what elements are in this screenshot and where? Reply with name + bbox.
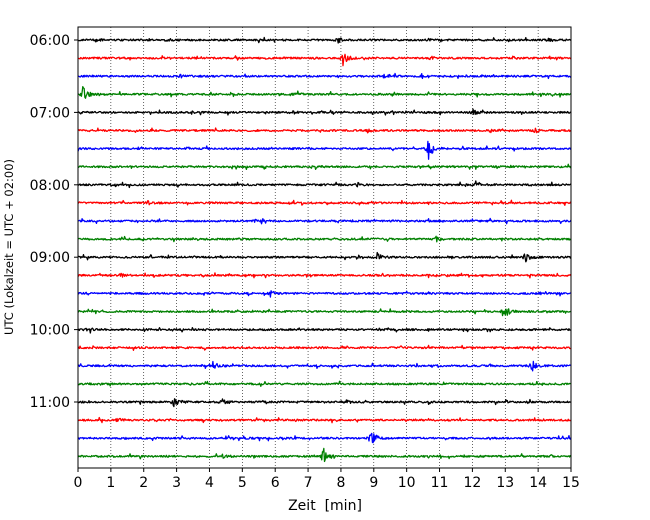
trace-row-12 [77,251,572,263]
trace-row-15 [77,308,572,317]
x-tick-label: 6 [271,475,280,491]
y-tick-label: 09:00 [30,250,70,266]
trace-row-14 [77,290,572,298]
trace-row-23 [77,447,572,463]
x-tick-label: 10 [398,475,416,491]
trace-row-18 [77,360,572,372]
y-axis-ticks: 06:00 07:00 08:00 09:00 10:00 11:00 [30,33,78,411]
trace-group [77,36,572,463]
trace-row-11 [77,235,572,243]
trace-row-17 [77,344,572,352]
x-tick-label: 12 [463,475,481,491]
trace-row-4 [77,108,572,116]
x-tick-label: 15 [562,475,580,491]
y-tick-label: 08:00 [30,178,70,194]
trace-row-7 [77,163,572,171]
x-tick-label: 8 [336,475,345,491]
x-axis-ticks: 0 1 2 3 4 5 6 7 8 9 10 11 12 13 14 15 [74,468,580,491]
y-tick-label: 10:00 [30,323,70,339]
trace-row-1 [77,53,572,67]
x-tick-label: 1 [106,475,115,491]
trace-row-19 [77,380,572,387]
trace-row-5 [77,127,572,134]
trace-row-6 [77,140,572,160]
x-tick-label: 4 [205,475,214,491]
trace-row-0 [77,36,572,44]
trace-row-22 [77,432,572,444]
x-tick-label: 2 [139,475,148,491]
trace-row-16 [77,326,572,334]
x-tick-label: 5 [238,475,247,491]
y-tick-label: 11:00 [30,395,70,411]
trace-row-21 [77,416,572,424]
x-tick-label: 0 [74,475,83,491]
trace-row-3 [77,86,572,99]
trace-row-20 [77,398,572,408]
x-tick-label: 7 [304,475,313,491]
trace-row-13 [77,272,572,279]
y-tick-label: 07:00 [30,105,70,121]
x-tick-label: 9 [369,475,378,491]
trace-row-8 [77,180,572,189]
x-tick-label: 14 [529,475,547,491]
x-tick-label: 11 [431,475,449,491]
trace-row-9 [77,199,572,206]
trace-row-10 [77,217,572,225]
x-axis-label: Zeit [min] [288,498,362,514]
x-tick-label: 13 [496,475,514,491]
y-tick-label: 06:00 [30,33,70,49]
y-axis-label: UTC (Lokalzeit = UTC + 02:00) [2,159,16,335]
trace-row-2 [77,72,572,80]
plot-frame [77,26,572,469]
x-tick-label: 3 [172,475,181,491]
